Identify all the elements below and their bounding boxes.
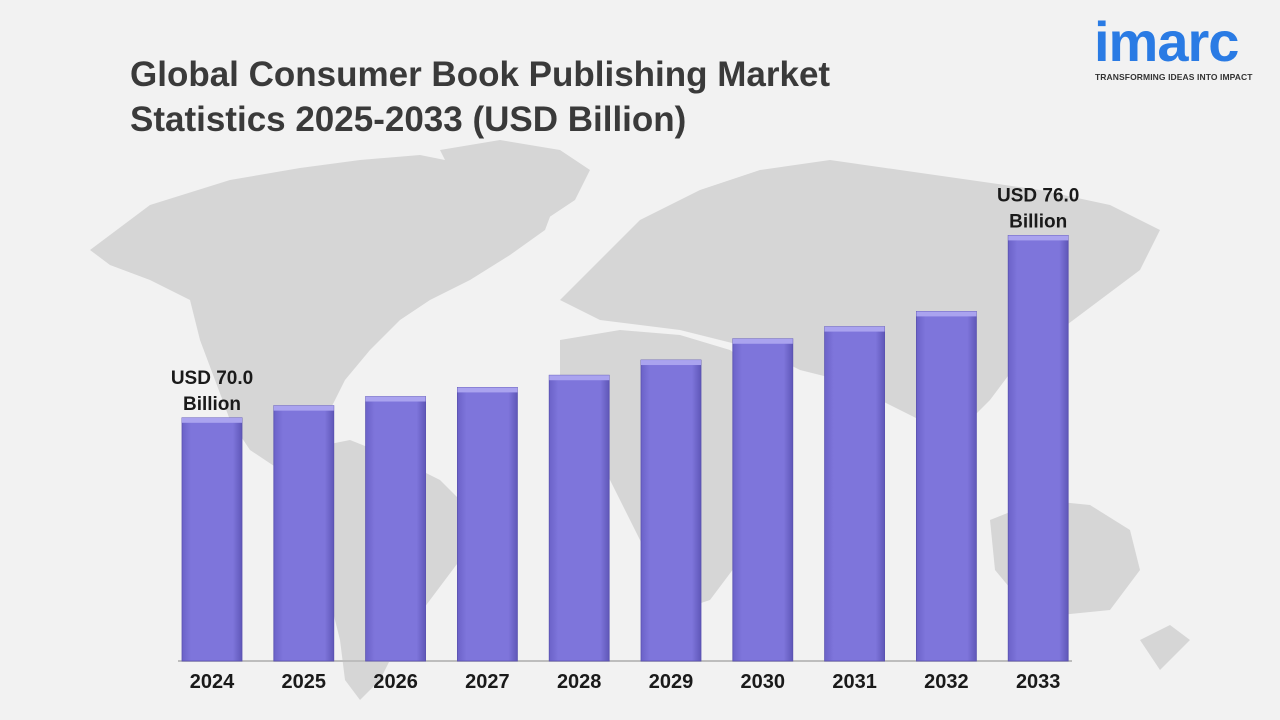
x-tick-label-2028: 2028	[557, 671, 602, 693]
x-tick-label-2029: 2029	[649, 671, 694, 693]
bar-cap-2027	[457, 387, 518, 393]
bar-2029	[640, 359, 702, 662]
data-label-2024-line-2: Billion	[183, 394, 241, 415]
bar-cap-2029	[641, 360, 701, 366]
logo-wordmark: imarc	[1094, 10, 1239, 73]
data-label-2033-line-2: Billion	[1009, 211, 1067, 232]
x-tick-label-2025: 2025	[282, 671, 327, 693]
bar-cap-2024	[182, 417, 242, 423]
title-line-2: Statistics 2025-2033 (USD Billion)	[130, 100, 687, 139]
title-line-1: Global Consumer Book Publishing Market	[130, 55, 831, 94]
imarc-logo: imarc TRANSFORMING IDEAS INTO IMPACT	[1094, 14, 1264, 86]
data-label-2024-line-1: USD 70.0	[171, 368, 253, 389]
x-tick-label-2032: 2032	[924, 671, 969, 693]
bar-cap-2028	[549, 375, 610, 381]
data-label-2033-line-1: USD 76.0	[997, 185, 1079, 206]
logo-tagline: TRANSFORMING IDEAS INTO IMPACT	[1095, 72, 1253, 82]
bar-cap-2030	[732, 338, 793, 344]
x-tick-label-2027: 2027	[465, 671, 510, 693]
bar-cap-2025	[273, 405, 334, 411]
chart-title: Global Consumer Book Publishing Market S…	[130, 52, 950, 142]
bar-2030	[732, 338, 794, 662]
bar-2027	[456, 386, 518, 662]
x-tick-label-2033: 2033	[1016, 671, 1061, 693]
bar-2033	[1007, 234, 1069, 662]
bar-2032	[916, 310, 977, 662]
bar-cap-2031	[824, 326, 885, 332]
bar-2024	[181, 417, 243, 662]
bar-2028	[548, 374, 610, 662]
bar-cap-2026	[365, 396, 426, 402]
x-tick-label-2024: 2024	[190, 671, 235, 693]
x-tick-label-2031: 2031	[832, 671, 877, 693]
bar-2031	[824, 326, 885, 662]
bar-2026	[365, 396, 427, 662]
bar-cap-2032	[916, 311, 977, 317]
bar-2025	[273, 405, 335, 662]
x-tick-label-2026: 2026	[373, 671, 418, 693]
x-tick-label-2030: 2030	[741, 671, 786, 693]
bar-cap-2033	[1008, 235, 1069, 241]
